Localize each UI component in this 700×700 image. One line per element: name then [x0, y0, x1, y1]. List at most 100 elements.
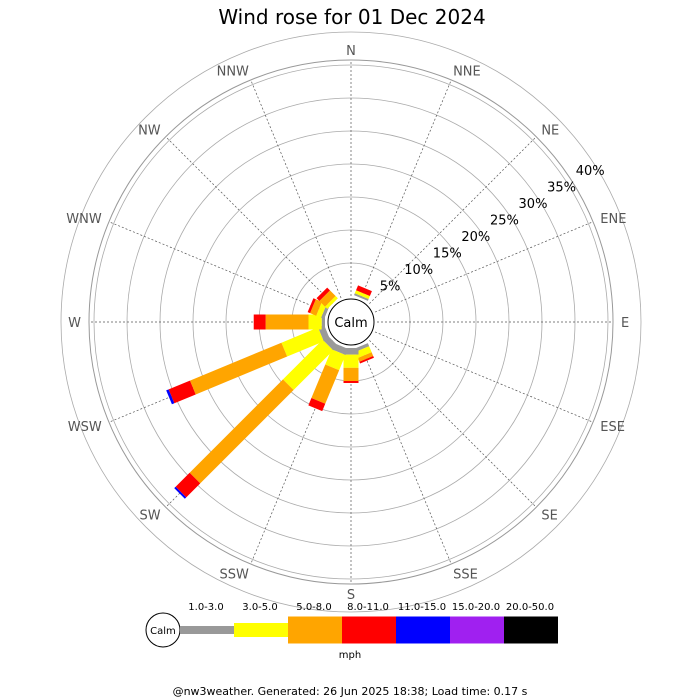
bar-segment-wsw-8.0-11.0 [168, 380, 196, 404]
direction-label-w: W [68, 316, 81, 331]
direction-label-ne: NE [541, 124, 559, 139]
legend-label-11.0-15.0: 11.0-15.0 [398, 602, 446, 613]
calm-circle: Calm [327, 298, 375, 346]
bar-segment-sse-8.0-11.0 [359, 355, 374, 364]
bar-w [253, 314, 326, 330]
direction-label-s: S [347, 588, 355, 603]
bar-segment-sw-11.0-15.0 [174, 486, 187, 499]
bar-segment-w-5.0-8.0 [265, 314, 309, 330]
grid-spoke-ne [369, 136, 537, 304]
grid-spoke-ese [374, 331, 594, 423]
bar-segment-sw-8.0-11.0 [175, 472, 201, 498]
legend-swatch-8.0-11.0 [342, 616, 396, 644]
bar-s [343, 348, 359, 383]
bar-segment-s-3.0-5.0 [343, 354, 359, 368]
ring-label-40: 40% [576, 164, 605, 179]
direction-label-sse: SSE [453, 567, 478, 582]
legend-label-8.0-11.0: 8.0-11.0 [347, 602, 389, 613]
bar-segment-nne-3.0-5.0 [354, 290, 370, 300]
bar-segment-nw-8.0-11.0 [316, 287, 330, 301]
calm-circle-shape [327, 298, 375, 346]
ring-label-35: 35% [547, 181, 576, 196]
calm-label: Calm [334, 316, 367, 331]
direction-label-ese: ESE [600, 420, 625, 435]
bar-segment-nw-5.0-8.0 [319, 290, 336, 307]
bar-segment-s-8.0-11.0 [343, 381, 359, 383]
bar-segment-w-3.0-5.0 [308, 314, 322, 330]
bar-segment-ssw-5.0-8.0 [311, 364, 340, 404]
direction-label-nne: NNE [453, 65, 481, 80]
ring-label-25: 25% [490, 214, 519, 229]
bar-segment-wsw-3.0-5.0 [281, 327, 324, 357]
bar-segment-w-8.0-11.0 [253, 314, 266, 330]
grid-spoke-nne [360, 79, 452, 299]
grid-spoke-nw [165, 136, 333, 304]
legend-label-3.0-5.0: 3.0-5.0 [242, 602, 277, 613]
ring-labels: 5%10%15% 20%25%30%35%40% [380, 164, 605, 295]
footer-text: @nw3weather. Generated: 26 Jun 2025 18:3… [173, 685, 528, 698]
bar-wsw [166, 325, 330, 405]
grid-ring [60, 31, 642, 613]
bar-segment-ssw-3.0-5.0 [325, 349, 346, 371]
grid-spoke-wnw [108, 221, 328, 313]
direction-label-wnw: WNW [66, 212, 102, 227]
bar-segment-sse-5.0-8.0 [357, 352, 374, 362]
legend-calm-label: Calm [150, 626, 176, 637]
legend-swatch-11.0-15.0 [396, 616, 450, 644]
direction-label-se: SE [541, 508, 557, 523]
bar-segment-wsw-11.0-15.0 [166, 389, 175, 405]
bar-segment-wnw-5.0-8.0 [310, 299, 322, 316]
bar-segment-sw-3.0-5.0 [282, 339, 334, 391]
legend-unit: mph [339, 650, 361, 661]
direction-bars [166, 285, 374, 499]
direction-label-e: E [621, 316, 629, 331]
bar-segment-sse-3.0-5.0 [355, 346, 372, 359]
ring-label-20: 20% [461, 230, 490, 245]
direction-label-sw: SW [140, 508, 161, 523]
grid-spoke-se [369, 340, 537, 508]
legend-swatch-20.0-50.0 [504, 616, 558, 644]
legend-swatch-15.0-20.0 [450, 616, 504, 644]
direction-labels: N NNE NE ENE E ESE SE SSE S SSW SW WSW W WNW NW NNW [66, 44, 629, 603]
direction-label-nnw: NNW [217, 65, 249, 80]
chart-title: Wind rose for 01 Dec 2024 [218, 5, 485, 29]
ring-label-30: 30% [519, 197, 548, 212]
direction-label-ssw: SSW [220, 567, 250, 582]
bar-segment-s-5.0-8.0 [343, 367, 359, 381]
bar-segment-wnw-8.0-11.0 [307, 298, 316, 314]
bar-segment-ssw-8.0-11.0 [308, 398, 326, 412]
bar-nne [354, 285, 372, 301]
grid-spoke-ene [374, 221, 594, 313]
speed-legend: Calm 1.0-3.0 3.0-5.0 5.0-8.0 8.0-11.0 11.0-15… [145, 602, 558, 661]
direction-label-n: N [346, 44, 356, 59]
grid-spoke-nnw [250, 79, 342, 299]
grid-ring [225, 196, 477, 448]
bar-segment-sw-5.0-8.0 [189, 379, 294, 484]
legend-label-15.0-20.0: 15.0-20.0 [452, 602, 500, 613]
bar-nw [316, 287, 338, 309]
polar-grid [60, 31, 642, 613]
bar-segment-nne-1.0-3.0 [354, 293, 369, 301]
ring-label-5: 5% [380, 280, 401, 295]
grid-outer-ring [88, 59, 614, 585]
direction-label-nw: NW [138, 124, 161, 139]
legend-swatch-3.0-5.0 [234, 623, 288, 637]
legend-swatch-1.0-3.0 [180, 626, 234, 634]
bar-segment-nne-8.0-11.0 [356, 285, 372, 296]
direction-label-ene: ENE [600, 212, 626, 227]
grid-spoke-sse [360, 345, 452, 565]
bar-segment-wsw-5.0-8.0 [189, 342, 288, 395]
direction-label-wsw: WSW [68, 420, 102, 435]
legend-label-20.0-50.0: 20.0-50.0 [506, 602, 554, 613]
legend-swatch-5.0-8.0 [288, 616, 342, 644]
bar-segment-s-1.0-3.0 [343, 348, 359, 355]
grid-spoke-ssw [250, 345, 342, 565]
legend-label-5.0-8.0: 5.0-8.0 [296, 602, 331, 613]
grid-ring [93, 64, 609, 580]
bar-segment-nw-3.0-5.0 [324, 295, 338, 309]
bar-segment-wnw-3.0-5.0 [316, 301, 327, 318]
ring-label-10: 10% [404, 263, 433, 278]
legend-label-1.0-3.0: 1.0-3.0 [188, 602, 223, 613]
bar-ssw [308, 343, 348, 412]
